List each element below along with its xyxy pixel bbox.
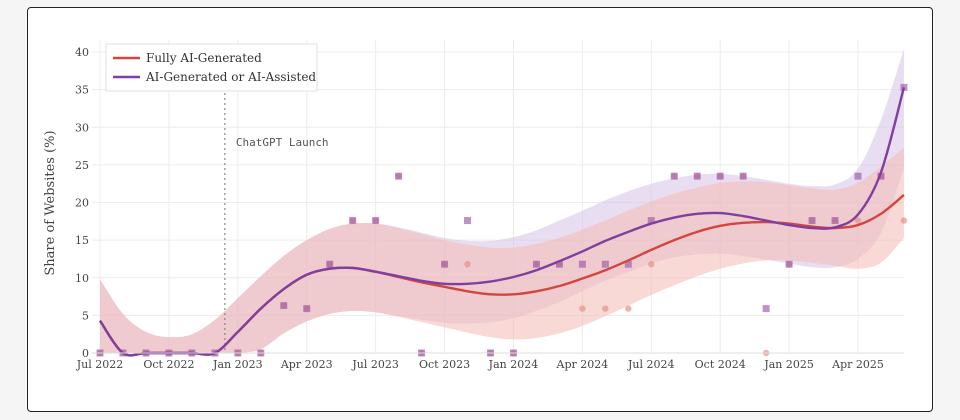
legend: Fully AI-Generated AI-Generated or AI-As… [105,43,318,92]
data-points [96,83,908,357]
x-tick-label: Jul 2023 [351,358,399,371]
point-ai-generated-or-ai-assisted[interactable] [785,260,793,268]
point-fully-ai-generated[interactable] [854,217,862,224]
legend-label-fully-ai[interactable]: Fully AI-Generated [146,51,262,65]
x-tick-label: Jan 2025 [763,358,814,371]
point-ai-generated-or-ai-assisted[interactable] [739,172,747,180]
x-tick-label: Oct 2024 [695,358,746,371]
confidence-bands [100,48,904,354]
x-tick-label: Apr 2024 [556,358,609,371]
legend-label-ai-assisted[interactable]: AI-Generated or AI-Assisted [145,70,316,84]
x-tick-label: Jul 2024 [627,358,675,371]
point-ai-generated-or-ai-assisted[interactable] [624,260,632,268]
point-fully-ai-generated[interactable] [579,305,586,312]
y-axis-label: Share of Websites (%) [43,130,58,275]
point-ai-generated-or-ai-assisted[interactable] [693,172,701,180]
point-ai-generated-or-ai-assisted[interactable] [326,260,334,268]
x-tick-labels: Jul 2022 Oct 2022 Jan 2023 Apr 2023 Jul 2023… [76,358,884,371]
point-fully-ai-generated[interactable] [602,305,609,312]
point-ai-generated-or-ai-assisted[interactable] [555,260,563,268]
y-tick-label: 10 [75,272,89,285]
y-tick-label: 30 [75,121,89,134]
confidence-band-fully-ai-generated [100,147,904,354]
x-tick-label: Jul 2022 [76,358,124,371]
chatgpt-launch-label: ChatGPT Launch [236,136,329,149]
point-ai-generated-or-ai-assisted[interactable] [464,217,472,225]
x-tick-label: Apr 2025 [831,358,884,371]
point-fully-ai-generated[interactable] [464,261,471,268]
x-tick-label: Jan 2024 [488,358,539,371]
fit-lines [99,87,906,357]
y-tick-label: 25 [75,159,89,172]
x-tick-label: Jan 2023 [212,358,263,371]
point-ai-generated-or-ai-assisted[interactable] [578,260,586,268]
point-ai-generated-or-ai-assisted[interactable] [303,305,311,313]
point-ai-generated-or-ai-assisted[interactable] [441,260,449,268]
point-fully-ai-generated[interactable] [625,305,632,312]
point-ai-generated-or-ai-assisted[interactable] [877,172,885,180]
y-tick-label: 15 [75,234,89,247]
point-ai-generated-or-ai-assisted[interactable] [762,305,770,313]
y-tick-labels: 0 5 10 15 20 25 30 35 40 [75,46,89,360]
point-ai-generated-or-ai-assisted[interactable] [601,260,609,268]
point-fully-ai-generated[interactable] [648,261,655,268]
point-ai-generated-or-ai-assisted[interactable] [372,217,380,225]
y-tick-label: 5 [82,309,89,322]
fit-line-ai-generated-or-ai-assisted[interactable] [99,87,906,357]
y-tick-label: 20 [75,197,89,210]
point-ai-generated-or-ai-assisted[interactable] [854,172,862,180]
point-ai-generated-or-ai-assisted[interactable] [280,302,288,310]
point-ai-generated-or-ai-assisted[interactable] [532,260,540,268]
x-tick-label: Apr 2023 [280,358,333,371]
chatgpt-launch-annotation: ChatGPT Launch [224,93,329,353]
point-ai-generated-or-ai-assisted[interactable] [831,217,839,225]
point-ai-generated-or-ai-assisted[interactable] [349,217,357,225]
point-ai-generated-or-ai-assisted[interactable] [647,217,655,225]
point-fully-ai-generated[interactable] [900,217,908,224]
point-ai-generated-or-ai-assisted[interactable] [395,172,403,180]
legend-box [105,43,318,92]
point-ai-generated-or-ai-assisted[interactable] [808,217,816,225]
y-tick-label: 0 [82,347,89,360]
y-tick-label: 35 [75,84,89,97]
x-tick-label: Oct 2022 [143,358,194,371]
point-ai-generated-or-ai-assisted[interactable] [716,172,724,180]
y-tick-label: 40 [75,46,89,59]
x-tick-label: Oct 2023 [419,358,470,371]
point-ai-generated-or-ai-assisted[interactable] [670,172,678,180]
